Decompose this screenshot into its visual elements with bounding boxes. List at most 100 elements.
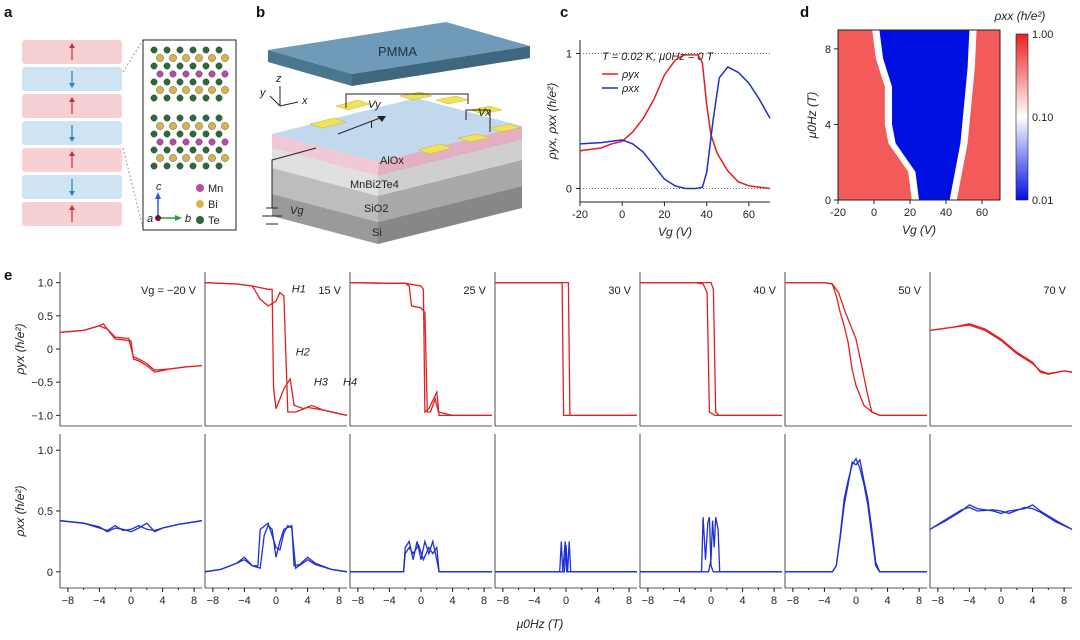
d-x-axis-title: Vg (V) [902,223,936,237]
e-gate-voltage-label: Vg = −20 V [141,285,197,297]
legend-dot-bi [196,200,204,208]
alox-label: AlOx [380,155,404,167]
lattice-atom [150,130,158,138]
e-y-tick-label: 0.5 [38,506,53,518]
lattice-atom [150,94,158,102]
lattice-atom [163,162,171,170]
lattice-atom [150,146,158,154]
e-x-tick-label: −4 [93,595,106,607]
lattice-atom [195,122,203,130]
vx-label: Vx [478,107,491,119]
lattice-atom [176,46,184,54]
sio2-label: SiO2 [364,203,388,215]
e-rhoxx-curve-down [929,504,1073,530]
lattice-atom [156,54,164,62]
e-x-tick-label: 4 [884,595,890,607]
e-x-axis-title: μ0Hz (T) [516,617,564,631]
c-series-line-0 [579,54,771,190]
crystal-axes: c a b [147,181,191,225]
lattice-atom [208,154,216,162]
lattice-atom [221,122,229,130]
e-rhoxx-curve-down [785,457,927,573]
e-x-tick-label: 0 [128,595,134,607]
lattice-atom [215,46,223,54]
e-rhoyx-curve-down [640,281,782,417]
e-field-annotation: H1 [292,284,306,296]
zoom-line-top [122,39,144,73]
e-rhoxx-curve-down [640,516,782,573]
e-y-tick-label: −1.0 [31,410,53,422]
legend-dot-te [196,216,204,224]
legend-label-te: Te [208,215,220,227]
lattice-atom [182,122,190,130]
lattice-atom [182,70,190,78]
e-field-annotation: H3 [314,377,329,389]
e-x-tick-label: 0 [998,595,1004,607]
lattice-atom [163,46,171,54]
legend-label-bi: Bi [208,199,218,211]
spin-arrowhead-down [69,83,75,88]
e-rhoxx-curve-up [204,522,348,573]
axis-x-label: x [301,95,308,107]
lattice-atom [182,86,190,94]
lattice-atom [189,162,197,170]
alox-front [272,134,378,176]
lattice-atom [202,146,210,154]
d-y-tick-label: 0 [825,195,831,207]
lattice-atom [195,154,203,162]
contact-2 [335,99,371,111]
lattice-atom [208,54,216,62]
e-y-tick-label: 1.0 [38,445,53,457]
lattice-atom [176,130,184,138]
e-x-tick-label: 0 [418,595,424,607]
electrical-contacts [309,91,521,155]
c-y-tick-label: 0 [566,184,572,196]
lattice-atom [163,146,171,154]
lattice-atom [163,114,171,122]
lattice-atom [221,54,229,62]
pmma-side [352,46,530,86]
lattice-atom [169,86,177,94]
e-y-tick-label: 0.5 [38,311,53,323]
e-gate-voltage-label: 25 V [463,285,486,297]
e-y-tick-label: 0 [47,344,53,356]
e-rhoxx-curve-up [785,458,927,573]
c-legend-label-0: ρyx [621,69,640,81]
lattice-atom [163,94,171,102]
sio2-side [378,160,522,222]
e-rhoxx-curve-up [640,516,782,573]
spin-arrowhead-up [69,97,75,102]
c-condition-annotation: T = 0.02 K, μ0Hz = 0 T [602,51,714,63]
e-rhoxx-curve-down [350,538,492,573]
e-rhoyx-curve-up [495,281,637,417]
lattice-atom [189,62,197,70]
axis-z-label: z [275,73,282,85]
e-x-tick-label: −8 [62,595,75,607]
lattice-atom [169,122,177,130]
lattice-atom [221,70,229,78]
lattice-atom [221,86,229,94]
e-x-tick-label: 8 [1061,595,1067,607]
pmma-top [268,22,530,74]
lattice-atom [156,154,164,162]
panel-label-b: b [256,4,265,21]
e-gate-voltage-label: 70 V [1043,285,1066,297]
e-rhoxx-curve-up [59,520,203,532]
e-x-tick-label: −8 [207,595,220,607]
lattice-atom [208,86,216,94]
d-y-tick-label: 4 [825,119,831,131]
e-gate-voltage-label: 30 V [608,285,631,297]
e-x-tick-label: 4 [159,595,165,607]
lattice-atom [221,154,229,162]
d-x-tick-label: 20 [904,207,916,219]
lattice-atom [150,62,158,70]
lattice-atom [202,46,210,54]
e-y-tick-label: 0 [47,567,53,579]
c-series-line-1 [579,66,771,190]
pmma-front [268,50,352,86]
lattice-atom [169,54,177,62]
lattice-atom [215,146,223,154]
e-rhoyx-curve-up [929,324,1073,375]
lattice-atom [169,138,177,146]
